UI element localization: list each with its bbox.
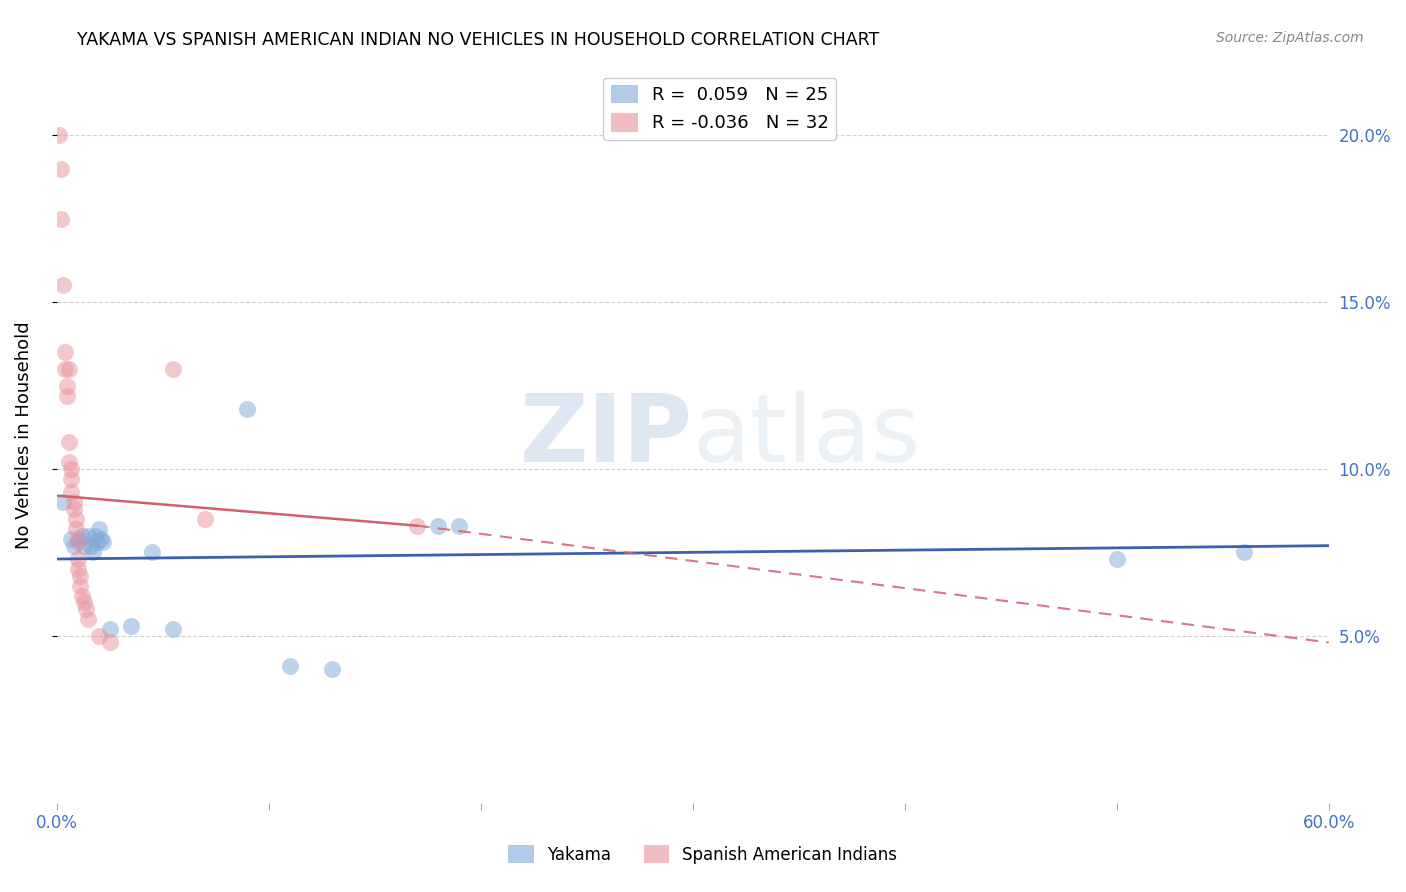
Legend: R =  0.059   N = 25, R = -0.036   N = 32: R = 0.059 N = 25, R = -0.036 N = 32 (603, 78, 837, 140)
Point (120, 619, 142, 633)
Point (66, 562, 89, 576)
Point (1233, 545, 1256, 559)
Point (62, 502, 84, 516)
Point (60, 462, 83, 476)
Point (62, 495, 84, 509)
Legend: Yakama, Spanish American Indians: Yakama, Spanish American Indians (502, 838, 904, 871)
Point (278, 658, 301, 673)
Point (141, 545, 163, 559)
Text: atlas: atlas (693, 390, 921, 482)
Point (65, 522, 87, 536)
Point (90, 532, 112, 546)
Point (73, 539, 96, 553)
Point (52, 278, 75, 293)
Point (91, 535, 114, 549)
Point (79, 539, 101, 553)
Point (194, 512, 217, 526)
Y-axis label: No Vehicles in Household: No Vehicles in Household (15, 322, 32, 549)
Point (49, 161, 72, 176)
Point (58, 435, 80, 450)
Point (321, 662, 343, 676)
Point (98, 635, 121, 649)
Point (1105, 552, 1128, 566)
Point (162, 622, 184, 636)
Point (53, 345, 76, 359)
Point (66, 532, 89, 546)
Text: ZIP: ZIP (520, 390, 693, 482)
Point (98, 622, 121, 636)
Point (77, 612, 100, 626)
Point (83, 529, 105, 543)
Point (62, 539, 84, 553)
Point (82, 545, 104, 559)
Point (52, 495, 75, 509)
Point (427, 518, 450, 533)
Point (69, 579, 91, 593)
Point (48, 128, 70, 143)
Point (75, 602, 97, 616)
Point (87, 522, 110, 536)
Point (406, 518, 429, 533)
Point (162, 361, 184, 376)
Point (236, 401, 259, 416)
Point (449, 518, 471, 533)
Point (73, 595, 96, 609)
Point (66, 552, 89, 566)
Point (87, 629, 110, 643)
Point (58, 361, 80, 376)
Text: YAKAMA VS SPANISH AMERICAN INDIAN NO VEHICLES IN HOUSEHOLD CORRELATION CHART: YAKAMA VS SPANISH AMERICAN INDIAN NO VEH… (77, 31, 880, 49)
Point (49, 211, 72, 226)
Point (56, 388, 79, 402)
Text: Source: ZipAtlas.com: Source: ZipAtlas.com (1216, 31, 1364, 45)
Point (86, 535, 108, 549)
Point (77, 529, 100, 543)
Point (66, 535, 89, 549)
Point (58, 455, 80, 469)
Point (56, 378, 79, 392)
Point (70, 589, 93, 603)
Point (65, 512, 87, 526)
Point (60, 485, 83, 500)
Point (60, 532, 83, 546)
Point (70, 529, 93, 543)
Point (53, 361, 76, 376)
Point (60, 472, 83, 486)
Point (69, 568, 91, 582)
